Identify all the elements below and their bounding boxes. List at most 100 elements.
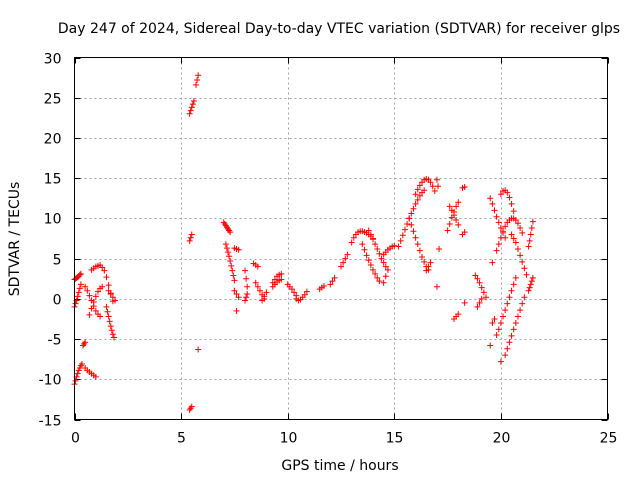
data-point xyxy=(227,229,234,236)
data-point xyxy=(344,251,351,258)
data-point xyxy=(493,247,500,254)
data-point xyxy=(472,272,479,279)
data-point xyxy=(105,282,112,289)
data-point xyxy=(74,293,81,300)
axis-ticks xyxy=(74,57,609,421)
data-point xyxy=(261,293,268,300)
data-point xyxy=(489,200,496,207)
data-point xyxy=(278,276,285,283)
data-point xyxy=(491,315,498,322)
data-point xyxy=(252,279,259,286)
data-point xyxy=(419,254,426,261)
data-point xyxy=(367,231,374,238)
data-point xyxy=(427,259,434,266)
plot-frame xyxy=(74,57,608,420)
data-point xyxy=(107,323,114,330)
data-point xyxy=(99,264,106,271)
data-point xyxy=(421,187,428,194)
data-point xyxy=(478,284,485,291)
data-point xyxy=(455,221,462,228)
data-point xyxy=(103,303,110,310)
data-point xyxy=(526,237,533,244)
data-point xyxy=(92,293,99,300)
data-point xyxy=(92,373,99,380)
data-point xyxy=(242,297,249,304)
chart-title: Day 247 of 2024, Sidereal Day-to-day VTE… xyxy=(58,21,620,37)
data-point xyxy=(195,72,202,79)
data-point xyxy=(397,237,404,244)
data-point xyxy=(363,252,370,259)
data-point xyxy=(382,273,389,280)
data-point xyxy=(512,274,519,281)
data-point xyxy=(329,278,336,285)
data-point xyxy=(82,283,89,290)
data-point xyxy=(391,242,398,249)
data-point xyxy=(190,97,197,104)
data-point xyxy=(254,283,261,290)
data-point xyxy=(504,345,511,352)
data-point xyxy=(461,299,468,306)
data-point xyxy=(528,225,535,232)
data-point xyxy=(97,313,104,320)
data-point xyxy=(110,334,117,341)
data-point xyxy=(502,307,509,314)
data-point xyxy=(303,288,310,295)
data-point xyxy=(433,283,440,290)
data-point xyxy=(508,332,515,339)
data-point xyxy=(500,313,507,320)
data-point xyxy=(404,221,411,228)
data-point xyxy=(359,241,366,248)
data-point xyxy=(453,216,460,223)
data-point xyxy=(495,219,502,226)
data-point xyxy=(108,327,115,334)
data-point xyxy=(233,291,240,298)
data-point xyxy=(506,194,513,201)
data-point xyxy=(410,205,417,212)
data-point xyxy=(365,257,372,264)
x-tick-label: 20 xyxy=(493,431,511,447)
data-point xyxy=(242,267,249,274)
data-point xyxy=(327,281,334,288)
data-point xyxy=(502,223,509,230)
data-point xyxy=(378,255,385,262)
data-point xyxy=(380,259,387,266)
data-point xyxy=(365,227,372,234)
x-tick-label: 15 xyxy=(386,431,404,447)
data-point xyxy=(288,286,295,293)
data-point xyxy=(278,270,285,277)
data-point xyxy=(508,287,515,294)
data-point xyxy=(514,245,521,252)
data-point xyxy=(243,275,250,282)
data-point xyxy=(529,274,536,281)
data-point xyxy=(231,287,238,294)
data-point xyxy=(517,307,524,314)
data-point xyxy=(229,267,236,274)
data-point xyxy=(436,245,443,252)
data-point xyxy=(444,227,451,234)
data-point xyxy=(529,218,536,225)
data-point xyxy=(395,243,402,250)
data-point xyxy=(112,297,119,304)
data-point xyxy=(497,225,504,232)
data-point xyxy=(525,287,532,294)
data-point xyxy=(105,287,112,294)
y-tick-label: 5 xyxy=(53,253,62,269)
data-point xyxy=(508,200,515,207)
data-point xyxy=(431,188,438,195)
data-point xyxy=(453,203,460,210)
data-point xyxy=(231,277,238,284)
data-point xyxy=(414,186,421,193)
data-point xyxy=(367,262,374,269)
data-point xyxy=(489,259,496,266)
y-tick-label: 0 xyxy=(53,293,62,309)
data-point xyxy=(493,213,500,220)
data-point xyxy=(416,182,423,189)
data-point xyxy=(497,319,504,326)
data-point xyxy=(74,370,81,377)
data-point xyxy=(84,287,91,294)
data-point xyxy=(195,346,202,353)
data-point xyxy=(372,241,379,248)
y-tick-label: -10 xyxy=(39,373,62,389)
data-point xyxy=(412,200,419,207)
data-point xyxy=(506,294,513,301)
